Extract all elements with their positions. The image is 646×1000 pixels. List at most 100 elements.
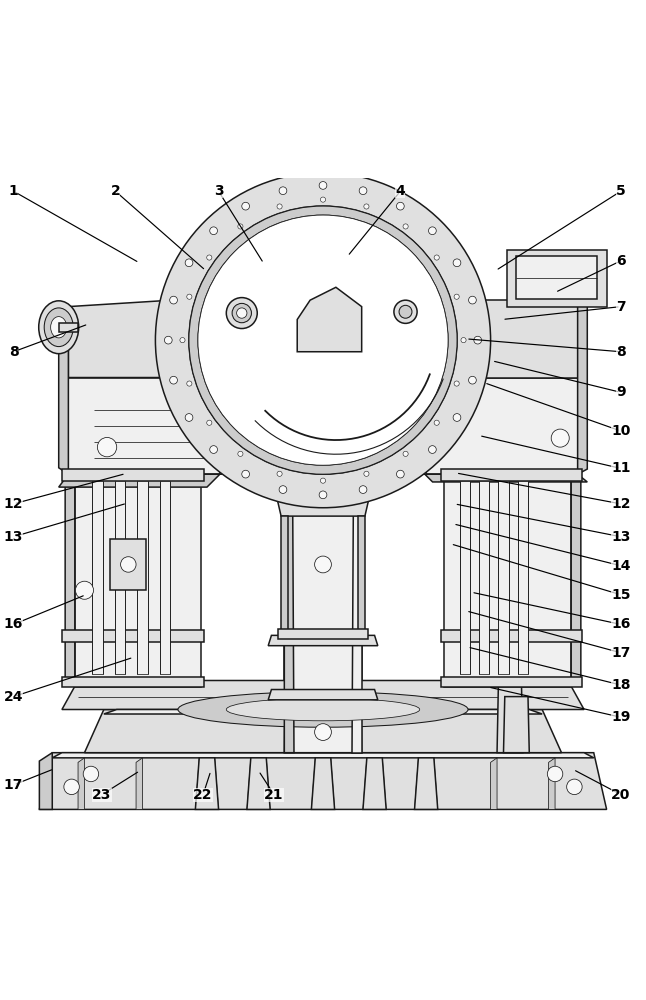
Circle shape [238,451,243,456]
Circle shape [319,182,327,189]
Polygon shape [441,469,582,481]
Circle shape [428,227,436,235]
Text: 5: 5 [616,184,626,198]
Circle shape [185,259,193,267]
Circle shape [185,414,193,421]
Circle shape [180,338,185,343]
Polygon shape [104,709,542,714]
Polygon shape [268,635,378,646]
Circle shape [187,294,192,299]
Circle shape [210,446,218,453]
Circle shape [551,429,569,447]
Circle shape [403,451,408,456]
Polygon shape [363,758,386,809]
Polygon shape [497,687,523,753]
Bar [59,323,78,332]
Polygon shape [62,630,203,642]
Bar [110,539,146,590]
Text: 1: 1 [8,184,19,198]
Text: 3: 3 [214,184,224,198]
Circle shape [320,478,326,483]
Text: 12: 12 [611,497,630,511]
Circle shape [364,204,369,209]
Text: 18: 18 [611,678,630,692]
Circle shape [83,766,99,782]
Circle shape [165,336,172,344]
Polygon shape [415,758,438,809]
Text: 21: 21 [264,788,284,802]
Text: 14: 14 [611,559,630,573]
Ellipse shape [226,698,420,721]
Circle shape [428,446,436,453]
Bar [92,481,103,674]
Circle shape [359,187,367,195]
Circle shape [279,187,287,195]
Polygon shape [39,753,607,809]
Polygon shape [233,384,413,397]
Circle shape [403,294,429,320]
Circle shape [397,470,404,478]
Polygon shape [297,287,362,352]
Circle shape [76,581,94,599]
Circle shape [170,376,178,384]
Circle shape [226,298,257,329]
Circle shape [277,471,282,476]
Polygon shape [78,758,85,809]
Circle shape [468,376,476,384]
Polygon shape [62,680,584,709]
Polygon shape [425,300,578,378]
Polygon shape [268,690,378,700]
Circle shape [468,296,476,304]
Text: 22: 22 [193,788,213,802]
Ellipse shape [178,692,468,727]
Polygon shape [425,378,578,474]
Circle shape [320,197,326,202]
Polygon shape [359,516,365,635]
Text: 24: 24 [4,690,23,704]
Text: 15: 15 [611,588,630,602]
Polygon shape [39,753,52,809]
Circle shape [232,303,251,323]
Circle shape [454,294,459,299]
Ellipse shape [39,301,79,354]
Circle shape [198,215,448,465]
Polygon shape [271,474,375,516]
Polygon shape [578,295,587,474]
Circle shape [394,300,417,323]
Circle shape [210,227,218,235]
Text: 19: 19 [611,710,630,724]
Bar [160,481,171,674]
Polygon shape [85,709,561,753]
Circle shape [567,779,582,795]
Text: 23: 23 [92,788,112,802]
Polygon shape [425,474,587,482]
Text: 16: 16 [4,617,23,631]
Text: 17: 17 [4,778,23,792]
Bar [479,481,489,674]
Text: 16: 16 [611,617,630,631]
Polygon shape [441,677,582,687]
Circle shape [207,255,212,260]
Text: 6: 6 [616,254,625,268]
Polygon shape [278,629,368,639]
Text: 2: 2 [110,184,120,198]
Circle shape [434,255,439,260]
Text: 9: 9 [616,385,625,399]
Bar [498,481,508,674]
Circle shape [399,305,412,318]
Circle shape [279,486,287,493]
Circle shape [238,224,243,229]
Polygon shape [59,307,68,474]
Text: 17: 17 [611,646,630,660]
Text: 13: 13 [611,530,630,544]
Text: 20: 20 [611,788,630,802]
Circle shape [547,766,563,782]
Polygon shape [68,300,220,378]
Circle shape [453,414,461,421]
Polygon shape [136,758,143,809]
Polygon shape [247,758,270,809]
Polygon shape [195,758,218,809]
Circle shape [277,204,282,209]
Bar [517,481,528,674]
Circle shape [98,437,117,457]
